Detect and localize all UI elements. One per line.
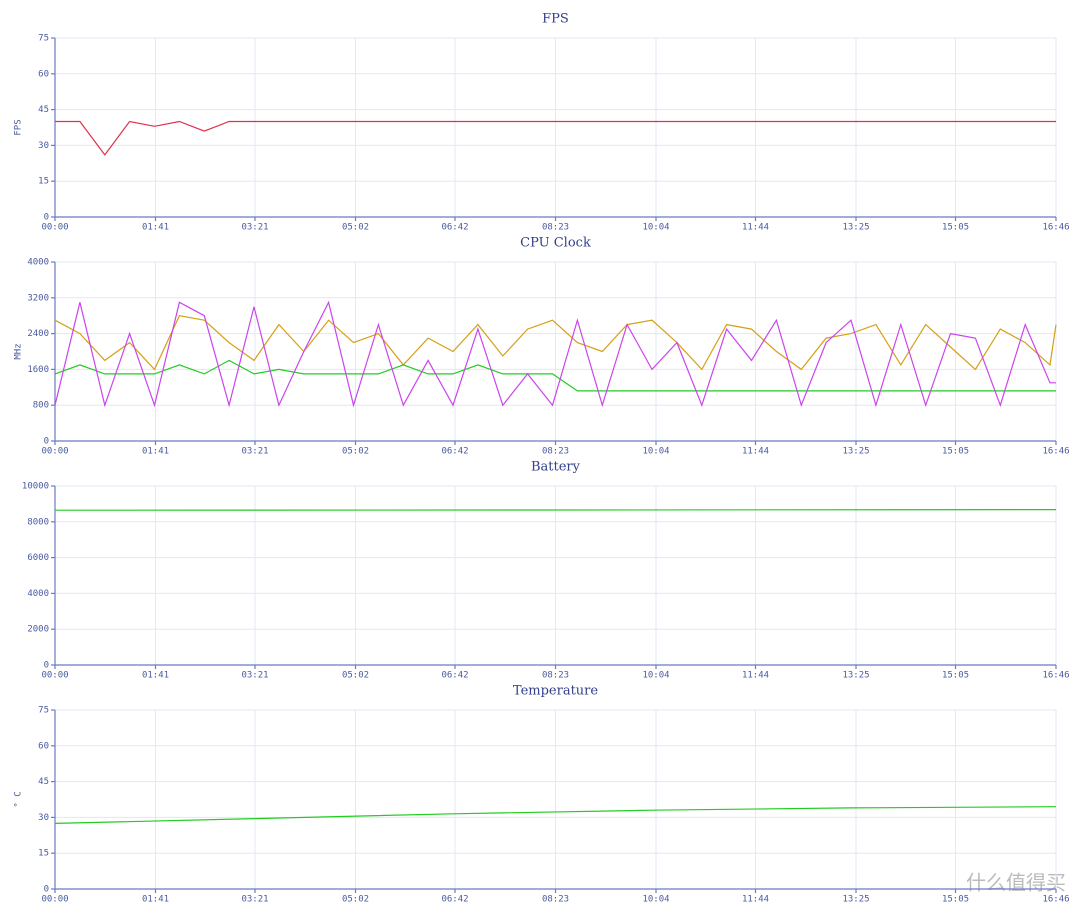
x-tick-label: 16:46: [1042, 447, 1069, 457]
x-tick-label: 15:05: [942, 447, 969, 457]
y-tick-label: 15: [38, 849, 49, 859]
y-tick-label: 2400: [27, 329, 49, 339]
y-tick-label: 0: [44, 885, 49, 895]
x-tick-label: 05:02: [342, 671, 369, 681]
x-tick-label: 08:23: [542, 447, 569, 457]
data-line: [54, 300, 1056, 408]
x-tick-label: 05:02: [342, 223, 369, 233]
x-tick-label: 06:42: [441, 447, 468, 457]
x-tick-label: 03:21: [241, 447, 268, 457]
y-tick-label: 60: [38, 741, 49, 751]
x-tick-label: 05:02: [342, 447, 369, 457]
y-tick-label: 45: [38, 777, 49, 787]
x-tick-label: 03:21: [241, 895, 268, 905]
data-line: [54, 315, 1057, 371]
y-tick-label: 4000: [27, 258, 49, 268]
chart-title: Battery: [531, 460, 581, 475]
x-tick-label: 13:25: [842, 447, 869, 457]
y-tick-label: 60: [38, 69, 49, 79]
y-tick-label: 2000: [27, 625, 49, 635]
y-tick-label: 6000: [27, 553, 49, 563]
x-tick-label: 15:05: [942, 895, 969, 905]
x-tick-label: 11:44: [742, 895, 769, 905]
y-tick-label: 0: [44, 437, 49, 447]
x-tick-label: 13:25: [842, 895, 869, 905]
y-tick-label: 3200: [27, 293, 49, 303]
x-tick-label: 16:46: [1042, 671, 1069, 681]
x-tick-label: 00:00: [41, 895, 68, 905]
x-tick-label: 01:41: [142, 671, 169, 681]
y-tick-label: 10000: [22, 482, 49, 492]
x-tick-label: 00:00: [41, 671, 68, 681]
x-tick-label: 10:04: [642, 447, 669, 457]
x-tick-label: 13:25: [842, 223, 869, 233]
x-tick-label: 11:44: [742, 223, 769, 233]
x-tick-label: 01:41: [142, 447, 169, 457]
x-tick-label: 00:00: [41, 223, 68, 233]
data-line: [54, 806, 1057, 824]
x-tick-label: 06:42: [441, 895, 468, 905]
x-tick-label: 06:42: [441, 223, 468, 233]
x-tick-label: 10:04: [642, 671, 669, 681]
x-tick-label: 01:41: [142, 223, 169, 233]
chart-title: Temperature: [513, 684, 598, 699]
y-tick-label: 75: [38, 34, 49, 44]
x-tick-label: 08:23: [542, 671, 569, 681]
y-tick-label: 1600: [27, 365, 49, 375]
x-tick-label: 11:44: [742, 447, 769, 457]
y-axis-label: FPS: [14, 119, 24, 135]
x-tick-label: 11:44: [742, 671, 769, 681]
x-tick-label: 05:02: [342, 895, 369, 905]
chart-title: CPU Clock: [520, 236, 591, 251]
y-tick-label: 75: [38, 706, 49, 716]
y-tick-label: 30: [38, 813, 49, 823]
x-tick-label: 13:25: [842, 671, 869, 681]
x-tick-label: 00:00: [41, 447, 68, 457]
chart-title: FPS: [542, 12, 569, 27]
y-tick-label: 45: [38, 105, 49, 115]
data-line: [54, 359, 1056, 392]
x-tick-label: 16:46: [1042, 223, 1069, 233]
x-tick-label: 15:05: [942, 223, 969, 233]
x-tick-label: 10:04: [642, 895, 669, 905]
y-axis-label: MHz: [14, 343, 24, 359]
y-tick-label: 4000: [27, 589, 49, 599]
y-tick-label: 0: [44, 213, 49, 223]
x-tick-label: 01:41: [142, 895, 169, 905]
x-tick-label: 06:42: [441, 671, 468, 681]
x-tick-label: 10:04: [642, 223, 669, 233]
y-tick-label: 0: [44, 661, 49, 671]
x-tick-label: 16:46: [1042, 895, 1069, 905]
data-line: [54, 509, 1057, 511]
x-tick-label: 03:21: [241, 223, 268, 233]
x-tick-label: 03:21: [241, 671, 268, 681]
x-tick-label: 08:23: [542, 895, 569, 905]
y-tick-label: 800: [33, 401, 49, 411]
y-tick-label: 30: [38, 141, 49, 151]
data-line: [55, 120, 1056, 156]
y-axis-label: ° C: [14, 791, 24, 807]
x-tick-label: 08:23: [542, 223, 569, 233]
x-tick-label: 15:05: [942, 671, 969, 681]
y-tick-label: 8000: [27, 517, 49, 527]
y-tick-label: 15: [38, 177, 49, 187]
watermark: 什么值得买: [966, 871, 1066, 895]
